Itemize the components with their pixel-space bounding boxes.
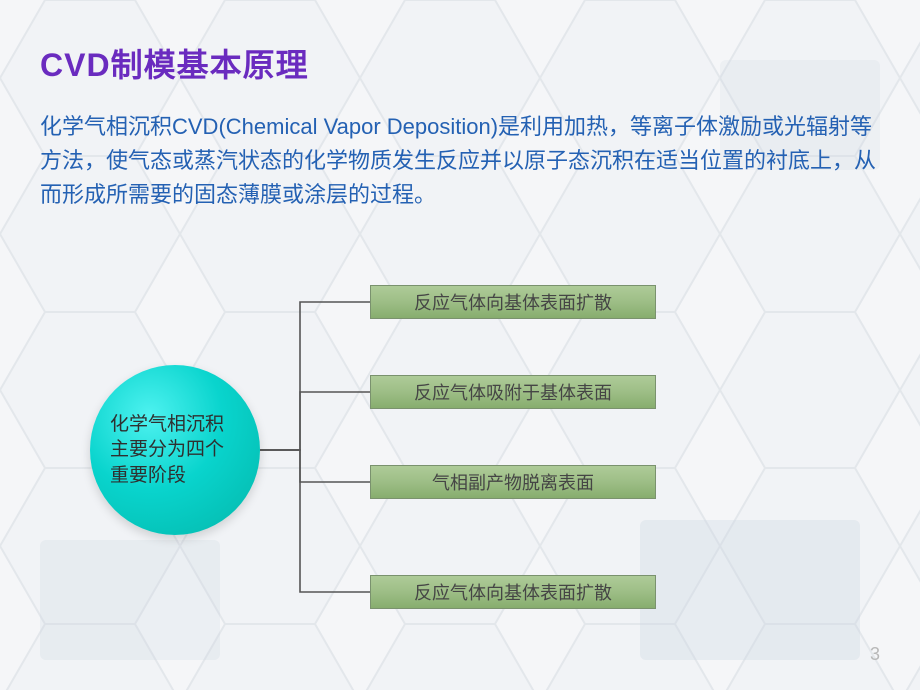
- page-number: 3: [870, 644, 880, 665]
- step-box-1: 反应气体向基体表面扩散: [370, 285, 656, 319]
- step-box-3: 气相副产物脱离表面: [370, 465, 656, 499]
- page-title: CVD制模基本原理: [40, 40, 880, 86]
- circle-label: 化学气相沉积主要分为四个重要阶段: [110, 412, 242, 489]
- step-box-2: 反应气体吸附于基体表面: [370, 375, 656, 409]
- description-text: 化学气相沉积CVD(Chemical Vapor Deposition)是利用加…: [40, 110, 880, 212]
- step-label: 反应气体吸附于基体表面: [414, 379, 612, 405]
- center-circle: 化学气相沉积主要分为四个重要阶段: [90, 365, 260, 535]
- step-box-4: 反应气体向基体表面扩散: [370, 575, 656, 609]
- step-label: 反应气体向基体表面扩散: [414, 289, 612, 315]
- step-label: 反应气体向基体表面扩散: [414, 579, 612, 605]
- process-diagram: 化学气相沉积主要分为四个重要阶段 反应气体向基体表面扩散 反应气体吸附于基体表面…: [90, 275, 850, 635]
- step-label: 气相副产物脱离表面: [432, 469, 594, 495]
